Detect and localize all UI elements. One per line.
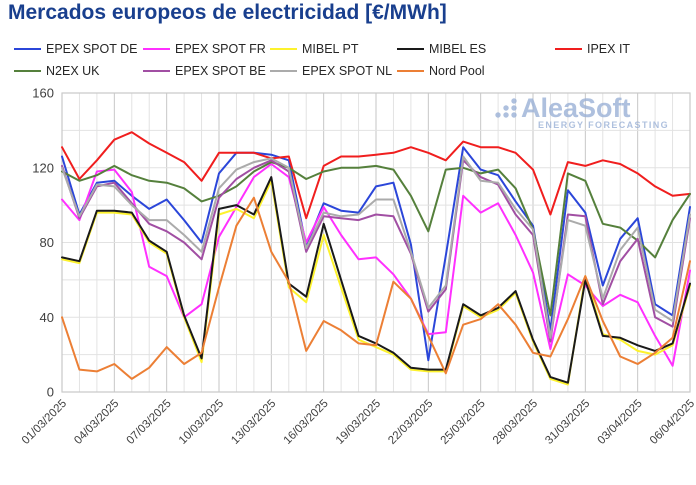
x-tick-label: 04/03/2025 <box>72 398 121 447</box>
aleasoft-logo-dots-icon <box>511 112 517 118</box>
x-tick-label: 06/04/2025 <box>648 398 696 447</box>
x-tick-label: 25/03/2025 <box>439 398 488 447</box>
legend-label: N2EX UK <box>46 64 100 78</box>
legend-line-icon <box>143 48 170 50</box>
x-tick-label: 01/03/2025 <box>20 398 69 447</box>
series-epex-spot-nl <box>61 155 691 339</box>
x-tick-label: 19/03/2025 <box>334 398 383 447</box>
legend-item-epex-spot-fr: EPEX SPOT FR <box>143 41 266 57</box>
legend-label: IPEX IT <box>587 42 631 56</box>
x-tick-label: 16/03/2025 <box>282 398 331 447</box>
aleasoft-logo-dots-icon <box>511 98 517 104</box>
aleasoft-logo-dots-icon <box>503 105 509 111</box>
watermark-brand: AleaSoft <box>521 93 631 123</box>
legend-item-mibel-pt: MIBEL PT <box>270 41 359 57</box>
legend-item-ipex-it: IPEX IT <box>555 41 630 57</box>
watermark-tagline: ENERGY FORECASTING <box>538 120 669 130</box>
series-ipex-it <box>61 131 691 220</box>
legend-line-icon <box>270 48 297 50</box>
y-tick-label: 160 <box>32 86 54 101</box>
legend-label: MIBEL ES <box>429 42 487 56</box>
legend-line-icon <box>397 48 424 50</box>
y-tick-label: 40 <box>40 310 54 325</box>
legend-line-icon <box>143 70 170 72</box>
chart-title: Mercados europeos de electricidad [€/MWh… <box>8 1 447 24</box>
legend-item-epex-spot-de: EPEX SPOT DE <box>14 41 137 57</box>
series-epex-spot-de <box>61 146 691 362</box>
legend-item-epex-spot-be: EPEX SPOT BE <box>143 63 266 79</box>
legend-item-n2ex-uk: N2EX UK <box>14 63 100 79</box>
y-tick-label: 0 <box>47 385 54 400</box>
series-epex-spot-be <box>61 159 691 343</box>
legend-item-nord-pool: Nord Pool <box>397 63 485 79</box>
legend-label: EPEX SPOT DE <box>46 42 138 56</box>
legend-line-icon <box>270 70 297 72</box>
legend-line-icon <box>14 48 41 50</box>
legend-label: EPEX SPOT NL <box>302 64 393 78</box>
x-tick-label: 22/03/2025 <box>386 398 435 447</box>
legend-label: EPEX SPOT FR <box>175 42 266 56</box>
y-tick-label: 120 <box>32 160 54 175</box>
legend-label: MIBEL PT <box>302 42 359 56</box>
x-tick-label: 10/03/2025 <box>177 398 226 447</box>
legend-item-mibel-es: MIBEL ES <box>397 41 486 57</box>
aleasoft-logo-dots-icon <box>511 105 517 111</box>
x-tick-label: 13/03/2025 <box>229 398 278 447</box>
x-tick-label: 07/03/2025 <box>125 398 174 447</box>
plot-border <box>61 92 691 393</box>
legend-line-icon <box>555 48 582 50</box>
legend-line-icon <box>14 70 41 72</box>
legend-label: Nord Pool <box>429 64 485 78</box>
series-n2ex-uk <box>61 161 691 317</box>
legend-item-epex-spot-nl: EPEX SPOT NL <box>270 63 392 79</box>
x-tick-label: 28/03/2025 <box>491 398 540 447</box>
x-tick-label: 31/03/2025 <box>543 398 592 447</box>
legend-line-icon <box>397 70 424 72</box>
aleasoft-logo-dots-icon <box>495 112 501 118</box>
series-nord-pool <box>61 196 691 380</box>
y-tick-label: 80 <box>40 235 54 250</box>
x-tick-label: 03/04/2025 <box>596 398 645 447</box>
aleasoft-logo-dots-icon <box>503 112 509 118</box>
legend-label: EPEX SPOT BE <box>175 64 266 78</box>
